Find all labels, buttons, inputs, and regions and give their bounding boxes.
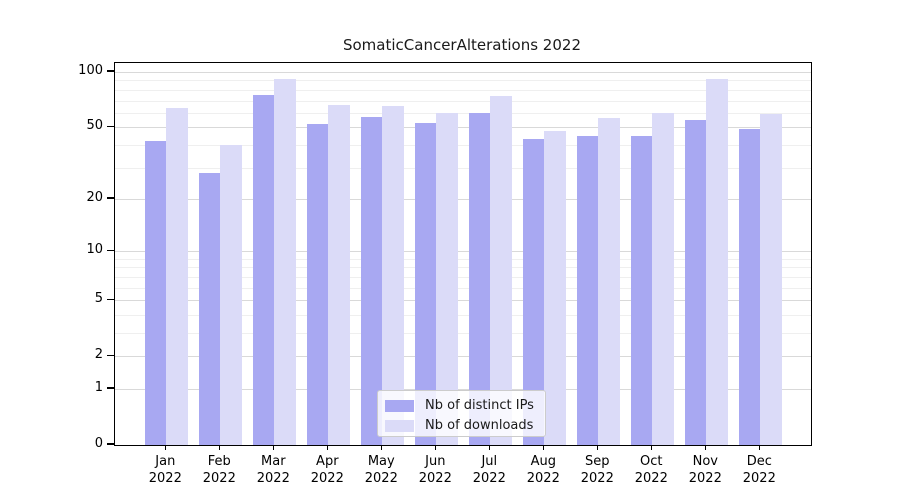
gridline-minor (115, 258, 811, 260)
legend-label: Nb of downloads (425, 418, 534, 433)
legend-swatch (385, 399, 414, 412)
bar-nb-of-distinct-ips-oct-2022 (630, 135, 653, 445)
x-tick-mark (218, 445, 220, 451)
bar-nb-of-downloads-jun-2022 (436, 112, 459, 445)
bar-nb-of-downloads-apr-2022 (328, 105, 351, 445)
x-tick-mark (542, 445, 544, 451)
bar-nb-of-distinct-ips-jan-2022 (144, 141, 167, 445)
x-tick-label: May 2022 (364, 454, 398, 486)
bar-nb-of-distinct-ips-dec-2022 (738, 128, 761, 445)
y-tick-mark (107, 249, 114, 251)
gridline-minor (115, 80, 811, 82)
bar-nb-of-distinct-ips-nov-2022 (684, 119, 707, 445)
legend: Nb of distinct IPs Nb of downloads (377, 390, 546, 437)
x-tick-mark (272, 445, 274, 451)
gridline-minor (115, 287, 811, 289)
x-tick-mark (380, 445, 382, 451)
y-tick-mark (107, 70, 114, 72)
chart-title: SomaticCancerAlterations 2022 (342, 36, 581, 54)
y-tick-mark (107, 354, 114, 356)
legend-item: Nb of downloads (385, 419, 537, 432)
bar-nb-of-downloads-may-2022 (382, 106, 405, 445)
y-tick-label: 20 (86, 189, 103, 205)
gridline-major (115, 388, 811, 390)
bar-nb-of-downloads-jul-2022 (490, 96, 513, 445)
y-tick-label: 10 (86, 242, 103, 258)
gridline-major (115, 72, 811, 74)
bar-nb-of-downloads-nov-2022 (706, 78, 729, 445)
x-tick-label: Aug 2022 (526, 454, 560, 486)
bar-nb-of-downloads-oct-2022 (652, 112, 675, 445)
gridline-minor (115, 314, 811, 316)
x-tick-label: Apr 2022 (310, 454, 344, 486)
legend-swatch (385, 419, 414, 432)
y-tick-label: 5 (94, 291, 103, 307)
x-tick-label: Dec 2022 (742, 454, 776, 486)
bar-nb-of-distinct-ips-apr-2022 (306, 124, 329, 445)
x-tick-mark (326, 445, 328, 451)
gridline-major (115, 198, 811, 200)
bar-nb-of-distinct-ips-jun-2022 (414, 122, 437, 445)
y-tick-label: 2 (94, 347, 103, 363)
bar-nb-of-distinct-ips-jul-2022 (468, 112, 491, 445)
gridline-major (115, 127, 811, 129)
bar-nb-of-distinct-ips-aug-2022 (522, 139, 545, 445)
x-tick-mark (758, 445, 760, 451)
bar-nb-of-downloads-sep-2022 (598, 118, 621, 445)
y-tick-label: 1 (94, 379, 103, 395)
x-tick-label: Mar 2022 (256, 454, 290, 486)
x-tick-label: Jan 2022 (148, 454, 182, 486)
gridline-major (115, 356, 811, 358)
y-tick-mark (107, 298, 114, 300)
x-tick-mark (434, 445, 436, 451)
y-tick-label: 100 (78, 63, 103, 79)
x-tick-mark (488, 445, 490, 451)
x-tick-label: Oct 2022 (634, 454, 668, 486)
x-tick-label: Jul 2022 (472, 454, 506, 486)
gridline-minor (115, 144, 811, 146)
x-tick-label: Jun 2022 (418, 454, 452, 486)
bar-nb-of-distinct-ips-sep-2022 (576, 135, 599, 445)
gridline-major (115, 251, 811, 253)
gridline-major (115, 300, 811, 302)
x-tick-mark (596, 445, 598, 451)
y-tick-label: 0 (94, 436, 103, 451)
x-tick-label: Sep 2022 (580, 454, 614, 486)
gridline-minor (115, 89, 811, 91)
bar-nb-of-distinct-ips-mar-2022 (252, 95, 275, 445)
y-tick-mark (107, 125, 114, 127)
plot-area (114, 62, 812, 446)
bar-nb-of-distinct-ips-feb-2022 (198, 172, 221, 445)
gridline-minor (115, 112, 811, 114)
x-tick-label: Feb 2022 (202, 454, 236, 486)
y-tick-mark (107, 387, 114, 389)
gridline-minor (115, 267, 811, 269)
bar-nb-of-downloads-jan-2022 (166, 107, 189, 445)
y-tick-mark (107, 443, 114, 445)
x-tick-mark (164, 445, 166, 451)
gridline-minor (115, 276, 811, 278)
bar-nb-of-downloads-mar-2022 (274, 78, 297, 445)
y-tick-mark (107, 197, 114, 199)
legend-item: Nb of distinct IPs (385, 399, 537, 412)
gridline-minor (115, 167, 811, 169)
bar-nb-of-downloads-dec-2022 (760, 114, 783, 445)
x-tick-mark (704, 445, 706, 451)
gridline-minor (115, 332, 811, 334)
legend-label: Nb of distinct IPs (425, 398, 534, 413)
bar-nb-of-distinct-ips-may-2022 (360, 116, 383, 445)
gridline-minor (115, 100, 811, 102)
x-tick-mark (650, 445, 652, 451)
bar-nb-of-downloads-feb-2022 (220, 144, 243, 445)
bar-nb-of-downloads-aug-2022 (544, 130, 567, 445)
y-tick-label: 50 (86, 118, 103, 134)
x-tick-label: Nov 2022 (688, 454, 722, 486)
